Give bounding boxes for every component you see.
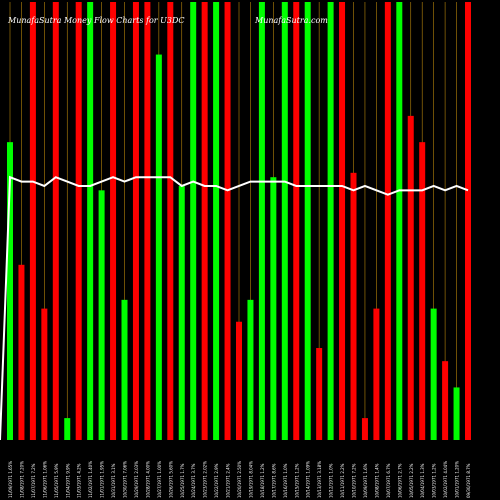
bar-31 [361, 418, 368, 440]
bar-1 [18, 264, 25, 440]
x-tick-label: 10/17/1971 8.6% [271, 463, 276, 498]
x-tick-label: 10/20/1971 2.50% [237, 461, 242, 498]
x-tick-label: 10/14/1971 1.09% [306, 461, 311, 498]
x-tick-label: 10/27/1971 1.00% [157, 461, 162, 498]
bar-27 [316, 348, 323, 440]
bar-0 [7, 142, 13, 440]
bar-32 [373, 308, 380, 440]
bar-14 [167, 2, 174, 440]
x-tick-label: 11/04/1971 9.9% [65, 463, 70, 498]
bar-3 [41, 308, 48, 440]
bar-36 [419, 142, 426, 440]
x-tick-label: 11/08/1971 7.20% [19, 461, 24, 498]
x-tick-label: 11/05/1971 5.9% [54, 463, 59, 498]
x-tick-label: 10/02/1971 4.04% [443, 461, 448, 498]
x-tick-label: 10/13/1971 3.18% [317, 461, 322, 498]
x-tick-label: 11/06/1971 1.06% [42, 461, 47, 498]
bar-38 [442, 361, 449, 440]
bar-25 [293, 2, 300, 440]
bar-23 [270, 177, 277, 440]
bar-18 [213, 2, 220, 440]
x-tick-label: 11/02/1971 1.40% [88, 461, 93, 498]
bar-29 [339, 2, 346, 440]
bar-8 [98, 190, 105, 440]
bar-40 [465, 2, 471, 440]
bar-10 [121, 299, 128, 440]
bar-26 [304, 2, 311, 440]
x-tick-label: 10/09/1971 1.6% [363, 463, 368, 498]
x-tick-label: 10/29/1971 2.03% [134, 461, 139, 498]
bar-16 [190, 2, 197, 440]
bar-19 [224, 2, 231, 440]
x-tick-label: 10/19/1971 8.04% [248, 461, 253, 498]
x-tick-label: 10/15/1971 1.2% [294, 463, 299, 498]
bar-35 [407, 115, 414, 440]
x-tick-label: 10/31/1971 3.1% [111, 463, 116, 498]
bar-21 [247, 299, 254, 440]
bar-30 [350, 172, 357, 440]
x-tick-label: 10/05/1971 2.2% [409, 463, 414, 498]
x-tick-label: 10/03/1971 1.2% [432, 463, 437, 498]
bar-15 [178, 185, 185, 440]
bar-39 [453, 387, 460, 440]
x-tick-label: 10/23/1971 2.02% [203, 461, 208, 498]
x-tick-label: 10/01/1971 1.20% [455, 461, 460, 498]
x-tick-label: 11/01/1971 1.95% [100, 461, 105, 498]
bar-12 [144, 2, 151, 440]
chart-title: MunafaSutra Money Flow Charts for U3DC [7, 16, 185, 25]
bar-13 [155, 54, 162, 441]
x-tick-label: 11/03/1971 4.2% [77, 463, 82, 498]
x-tick-label: 10/30/1971 7.06% [123, 461, 128, 498]
bar-34 [396, 2, 403, 440]
bar-7 [87, 2, 94, 440]
x-tick-label: 10/21/1971 2.4% [226, 463, 231, 498]
x-tick-label: 10/26/1971 5.60% [168, 461, 173, 498]
x-tick-label: 09/30/1971 8.7% [466, 463, 471, 498]
bar-5 [64, 418, 71, 440]
x-tick-labels: 11/09/1971 1.65% 11/08/1971 7.20% 11/07/19… [8, 461, 471, 498]
bar-33 [384, 2, 391, 440]
x-tick-label: 10/08/1971 1.4% [374, 463, 379, 498]
watermark: MunafaSutra.com [254, 16, 328, 25]
x-tick-label: 10/22/1971 2.9% [214, 463, 219, 498]
x-tick-label: 10/04/1971 1.3% [420, 463, 425, 498]
bar-22 [258, 2, 265, 440]
x-tick-label: 10/16/1971 1.0% [283, 463, 288, 498]
bar-6 [75, 2, 82, 440]
x-tick-label: 10/12/1971 1.0% [329, 463, 334, 498]
x-tick-label: 11/09/1971 1.65% [8, 461, 13, 498]
bar-17 [201, 2, 208, 440]
x-tick-label: 10/24/1971 3.7% [191, 463, 196, 498]
bar-4 [52, 2, 59, 440]
bar-9 [110, 2, 117, 440]
money-flow-line [0, 175, 469, 441]
bar-2 [29, 2, 36, 440]
x-tick-label: 10/25/1971 1.7% [180, 463, 185, 498]
x-tick-label: 10/28/1971 4.00% [145, 461, 150, 498]
bar-24 [281, 2, 288, 440]
x-tick-label: 10/07/1971 6.7% [386, 463, 391, 498]
x-tick-label: 11/07/1971 7.2% [31, 463, 36, 498]
bars [7, 2, 471, 441]
bar-37 [430, 308, 437, 440]
bar-11 [132, 2, 139, 440]
x-tick-label: 10/11/1971 2.2% [340, 463, 345, 498]
x-tick-label: 10/06/1971 2.7% [397, 463, 402, 498]
bar-20 [236, 321, 242, 440]
x-tick-label: 10/10/1971 7.2% [352, 463, 357, 498]
x-tick-label: 10/18/1971 1.2% [260, 463, 265, 498]
bar-28 [327, 2, 334, 440]
